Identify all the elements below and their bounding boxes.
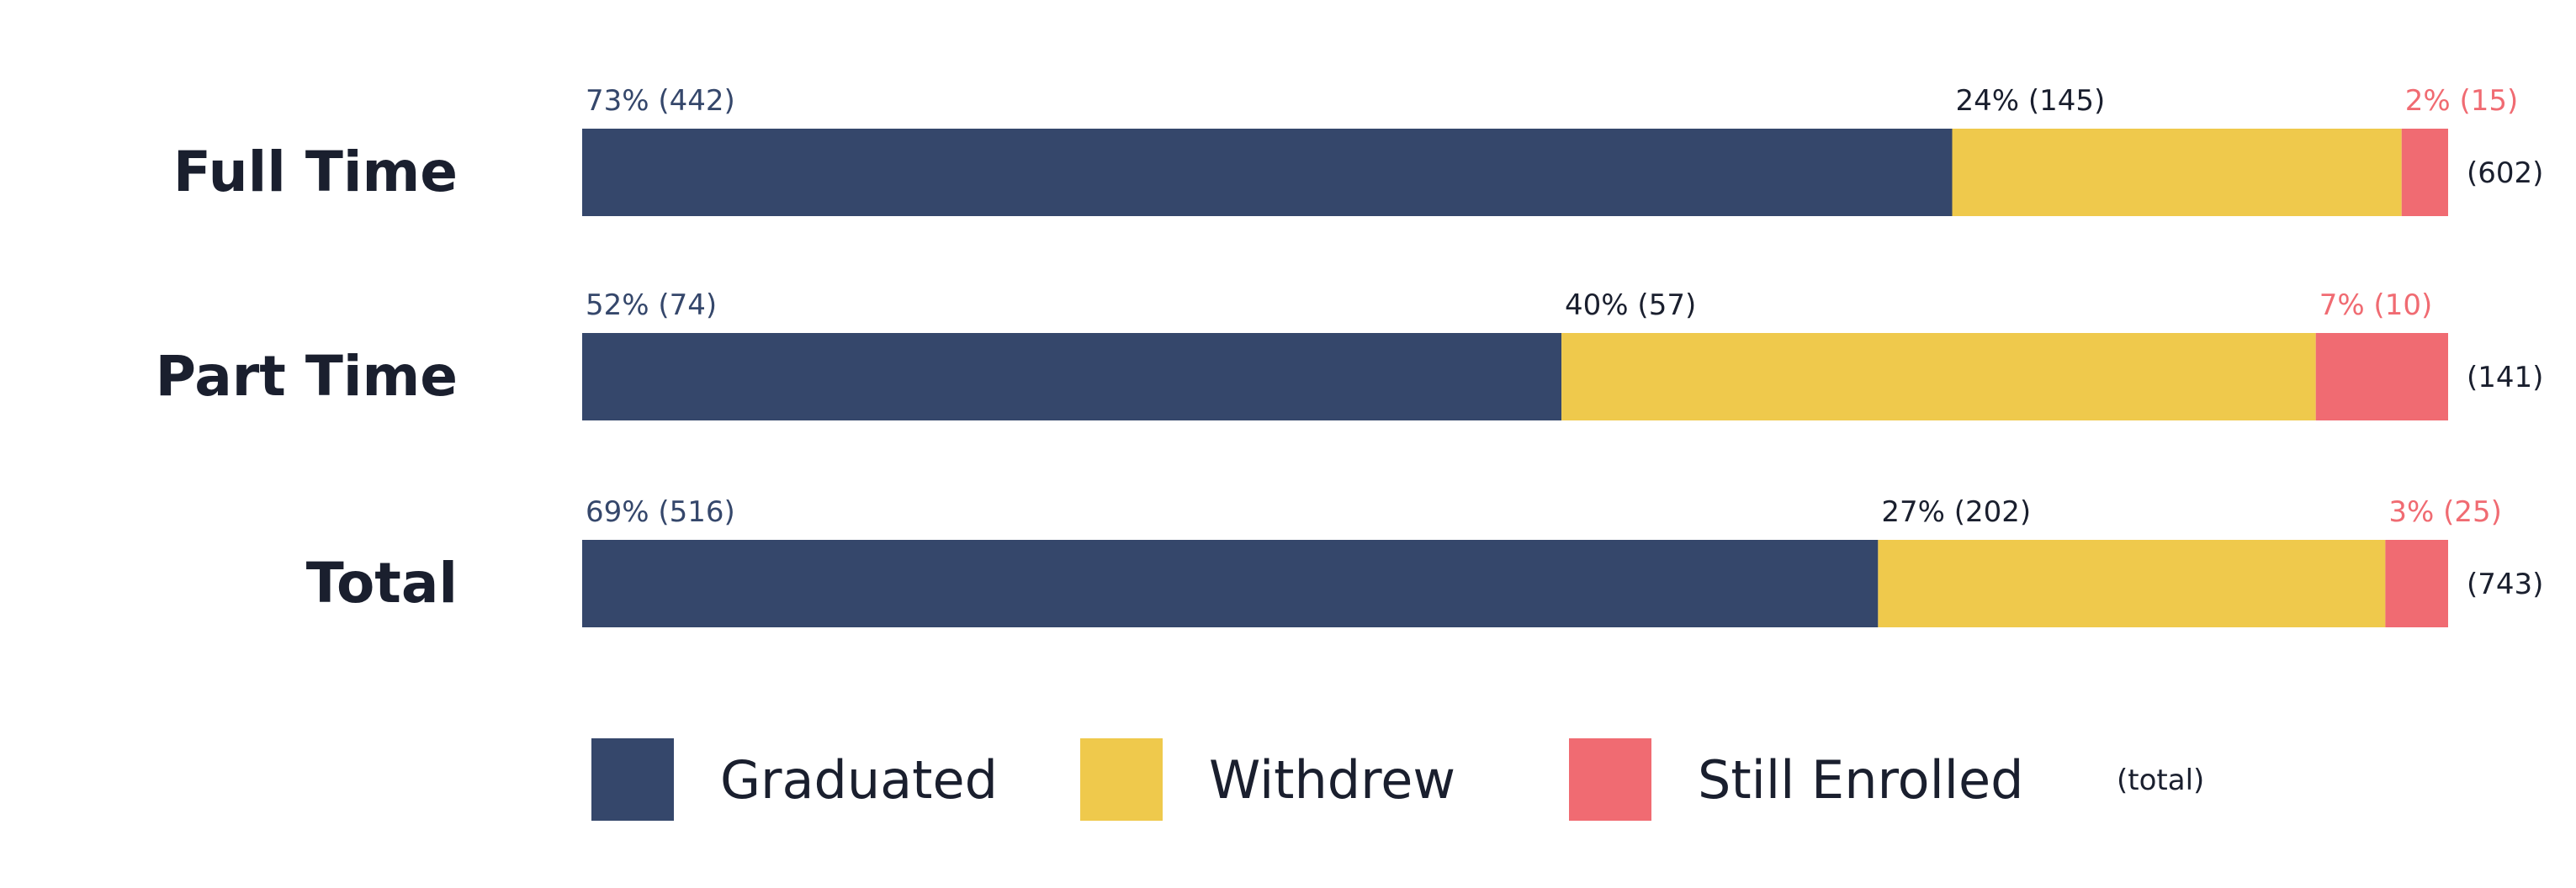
legend-label: Withdrew xyxy=(1209,749,1455,811)
bar-segment-graduated xyxy=(582,333,1562,420)
total-label: (743) xyxy=(2467,568,2543,601)
legend-swatch xyxy=(591,738,674,821)
data-label-graduated: 52% (74) xyxy=(586,288,717,322)
data-label-withdrew: 40% (57) xyxy=(1565,288,1696,322)
total-label: (602) xyxy=(2467,156,2543,190)
legend-item-withdrew: Withdrew xyxy=(1080,738,1455,821)
bar-row-part-time: Part Time 52% (74) 40% (57) 7% (10) (141) xyxy=(156,288,2543,420)
bar-segment-withdrew xyxy=(1878,540,2386,627)
category-label: Full Time xyxy=(173,140,458,204)
bar-segment-still-enrolled xyxy=(2315,333,2448,420)
legend-item-still-enrolled: Still Enrolled xyxy=(1569,738,2024,821)
total-label: (141) xyxy=(2467,361,2543,394)
data-label-still-enrolled: 3% (25) xyxy=(2388,495,2502,529)
data-label-still-enrolled: 2% (15) xyxy=(2405,84,2519,118)
data-label-graduated: 69% (516) xyxy=(586,495,735,529)
bar-row-total: Total 69% (516) 27% (202) 3% (25) (743) xyxy=(306,495,2543,627)
legend-item-graduated: Graduated xyxy=(591,738,998,821)
bar-segment-still-enrolled xyxy=(2385,540,2448,627)
bar-segment-withdrew xyxy=(1952,129,2402,216)
category-label: Total xyxy=(306,551,458,616)
bar-segment-still-enrolled xyxy=(2401,129,2448,216)
legend-total-note: (total) xyxy=(2117,764,2204,797)
bar-segment-graduated xyxy=(582,540,1879,627)
legend-swatch xyxy=(1569,738,1651,821)
data-label-withdrew: 24% (145) xyxy=(1955,84,2105,118)
category-label: Part Time xyxy=(156,344,458,409)
chart-legend: Graduated Withdrew Still Enrolled (total) xyxy=(591,738,2204,821)
bar-segment-graduated xyxy=(582,129,1953,216)
data-label-still-enrolled: 7% (10) xyxy=(2319,288,2433,322)
legend-swatch xyxy=(1080,738,1163,821)
bar-row-full-time: Full Time 73% (442) 24% (145) 2% (15) (602) xyxy=(173,84,2543,216)
legend-label: Graduated xyxy=(720,749,998,811)
data-label-graduated: 73% (442) xyxy=(586,84,735,118)
data-label-withdrew: 27% (202) xyxy=(1881,495,2031,529)
bar-segment-withdrew xyxy=(1561,333,2316,420)
chart-rows: Full Time 73% (442) 24% (145) 2% (15) (602) P… xyxy=(156,84,2543,627)
legend-label: Still Enrolled xyxy=(1698,749,2024,811)
